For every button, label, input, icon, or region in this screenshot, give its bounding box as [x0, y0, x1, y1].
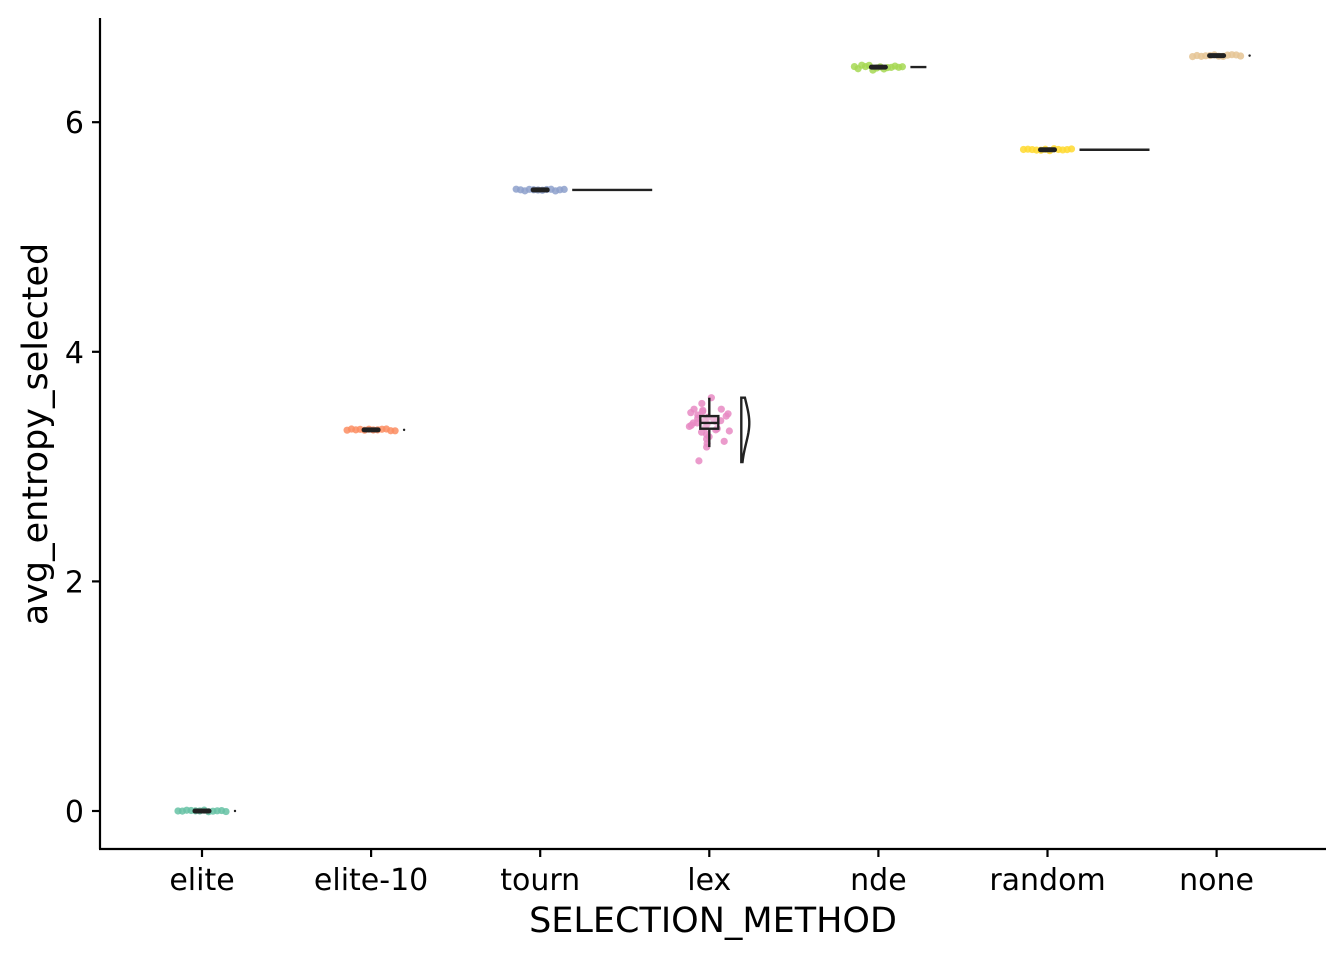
plot-area	[174, 51, 1251, 816]
data-point	[1067, 145, 1076, 153]
data-point	[391, 427, 399, 435]
x-tick-label: elite-10	[314, 863, 428, 898]
y-tick-label: 4	[65, 336, 84, 371]
x-tick-label: elite	[169, 863, 234, 898]
x-tick-label: lex	[687, 863, 731, 898]
x-axis-title: SELECTION_METHOD	[529, 901, 897, 941]
data-point	[1237, 52, 1245, 60]
data-point	[685, 422, 693, 431]
x-tick-label: tourn	[500, 863, 580, 898]
data-point	[693, 419, 701, 427]
data-point	[898, 63, 907, 71]
y-axis-ticks: 0 2 4 6	[65, 106, 100, 830]
data-point	[698, 399, 706, 408]
y-tick-label: 2	[65, 565, 84, 600]
data-point	[560, 185, 568, 193]
y-axis-title: avg_entropy_selected	[16, 243, 56, 626]
x-tick-label: random	[989, 863, 1105, 898]
violin-elite-10	[402, 428, 406, 432]
x-tick-label: nde	[850, 863, 907, 898]
series-elite-10	[343, 425, 406, 435]
violin-lex	[740, 396, 751, 464]
x-tick-label: none	[1179, 863, 1254, 898]
series-random	[1019, 145, 1150, 155]
data-point	[722, 412, 730, 420]
x-axis-ticks: elite elite-10 tourn lex nde random none	[169, 849, 1254, 898]
violin-elite	[233, 809, 237, 813]
y-tick-label: 0	[65, 795, 84, 830]
series-tourn	[512, 185, 653, 195]
data-point	[720, 437, 728, 445]
violin-none	[1248, 54, 1251, 57]
series-nde	[850, 61, 927, 74]
data-point	[717, 405, 725, 413]
series-elite	[174, 806, 237, 816]
data-point	[725, 427, 733, 435]
series-lex	[685, 394, 751, 465]
data-point	[695, 457, 703, 465]
y-tick-label: 6	[65, 106, 84, 141]
data-point	[222, 807, 230, 816]
data-point	[687, 409, 695, 417]
series-none	[1189, 51, 1251, 61]
